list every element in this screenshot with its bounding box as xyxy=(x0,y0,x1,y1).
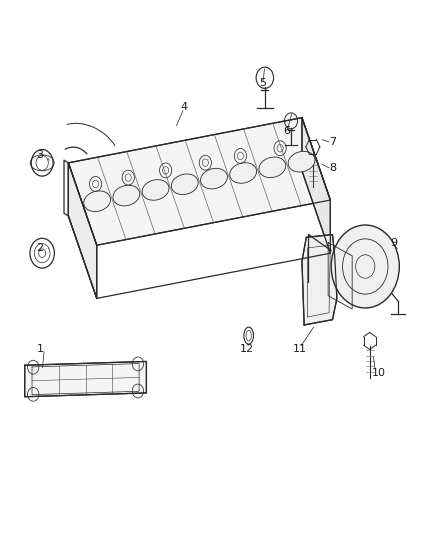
Circle shape xyxy=(331,225,399,308)
Text: 7: 7 xyxy=(329,136,336,147)
Ellipse shape xyxy=(142,180,169,200)
Polygon shape xyxy=(68,163,97,298)
Text: 9: 9 xyxy=(390,238,397,247)
Polygon shape xyxy=(68,118,330,245)
Text: 8: 8 xyxy=(329,163,336,173)
Ellipse shape xyxy=(84,191,110,212)
Ellipse shape xyxy=(230,163,257,183)
Ellipse shape xyxy=(259,157,286,177)
Polygon shape xyxy=(25,361,146,397)
Polygon shape xyxy=(302,118,330,253)
Text: 6: 6 xyxy=(283,126,290,136)
Text: 4: 4 xyxy=(180,102,187,112)
Text: 5: 5 xyxy=(259,78,266,88)
Text: 12: 12 xyxy=(240,344,254,354)
Text: 3: 3 xyxy=(36,150,43,160)
Text: 1: 1 xyxy=(36,344,43,354)
Ellipse shape xyxy=(171,174,198,195)
Text: 10: 10 xyxy=(371,368,385,378)
Text: 11: 11 xyxy=(293,344,307,354)
Text: 2: 2 xyxy=(36,243,43,253)
Ellipse shape xyxy=(288,151,315,172)
Ellipse shape xyxy=(113,185,140,206)
Ellipse shape xyxy=(201,168,227,189)
Polygon shape xyxy=(302,235,337,325)
